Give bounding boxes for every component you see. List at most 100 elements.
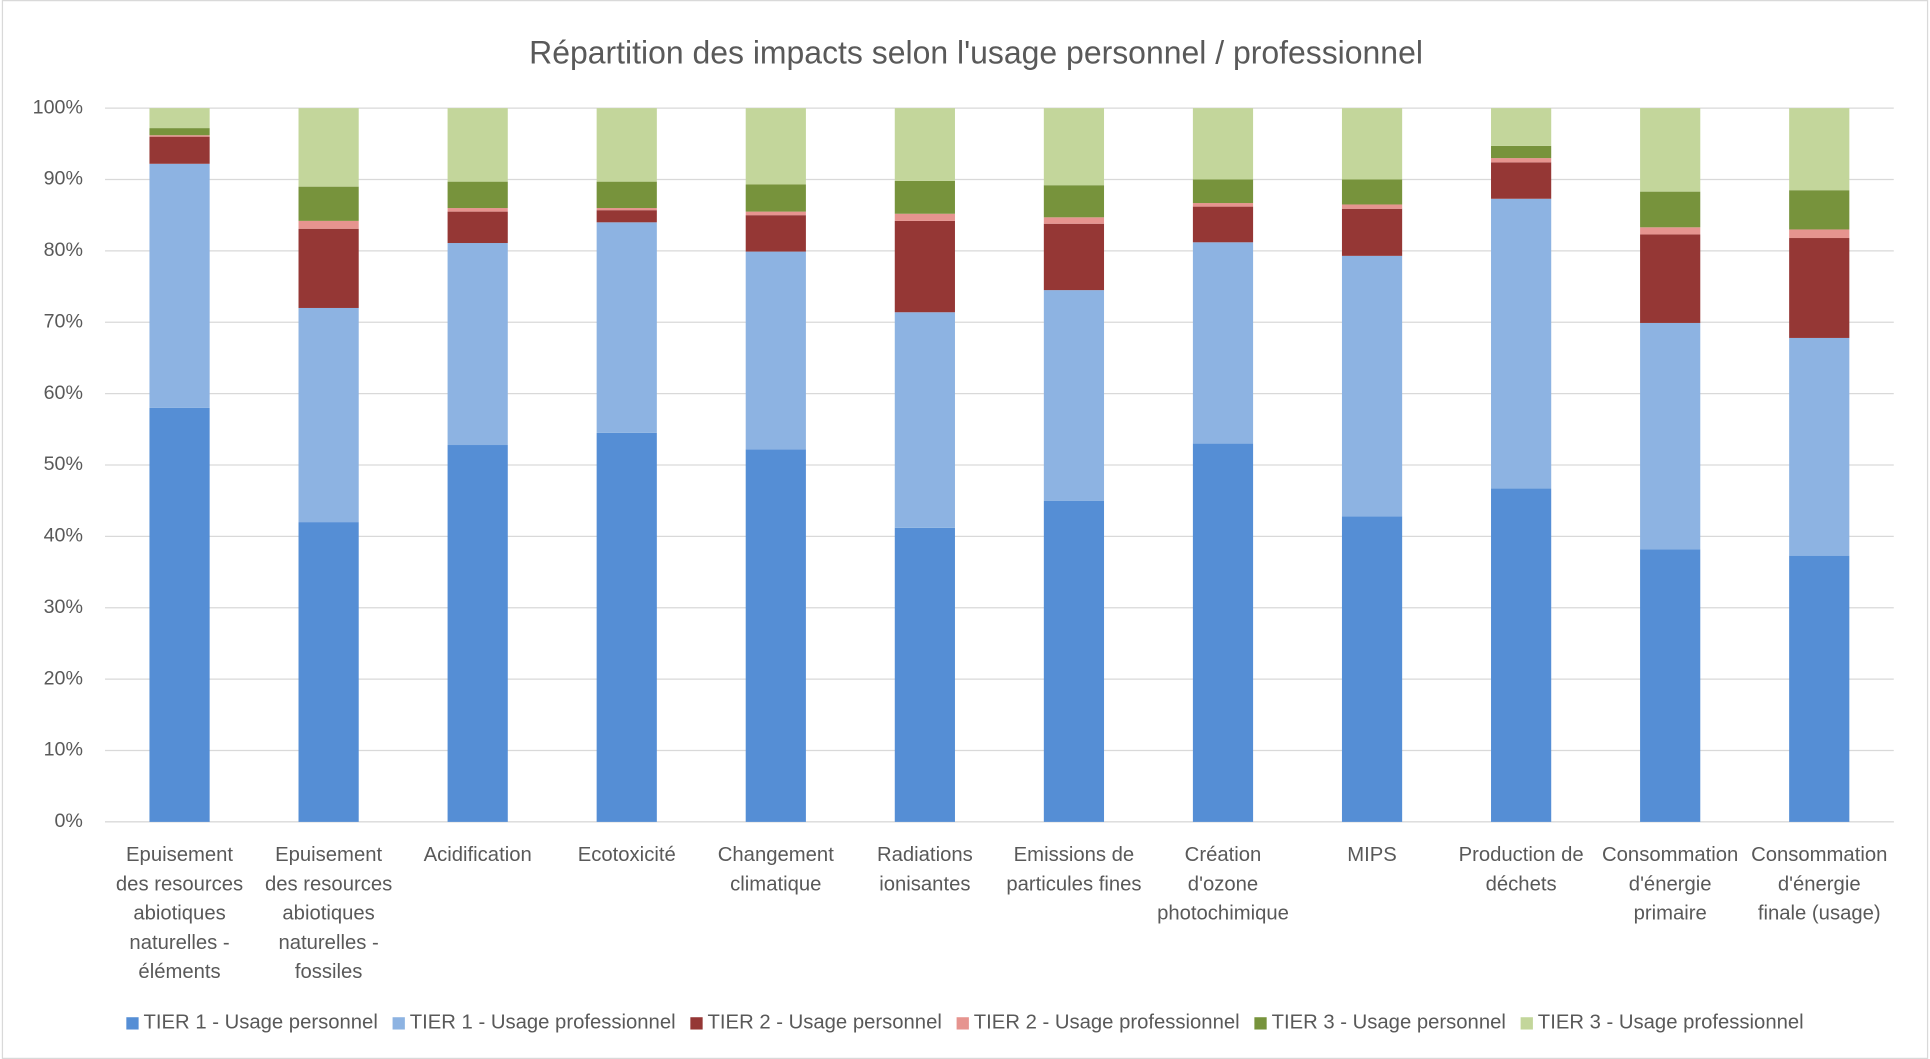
x-tick-label: Epuisement xyxy=(275,844,382,866)
x-tick-label: finale (usage) xyxy=(1758,903,1881,925)
bar-segment xyxy=(298,522,359,822)
bar-segment xyxy=(894,108,955,181)
legend-swatch xyxy=(392,1017,405,1030)
x-tick-label: Consommation xyxy=(1602,844,1738,866)
bar-segment xyxy=(894,180,955,214)
bar-segment xyxy=(298,220,359,229)
x-tick-label: d'énergie xyxy=(1629,873,1712,895)
y-tick-label: 20% xyxy=(44,667,83,689)
bar-segment xyxy=(894,213,955,221)
x-tick-label: Epuisement xyxy=(126,844,233,866)
bar-segment xyxy=(596,222,657,433)
bar-segment xyxy=(1341,179,1403,205)
bar-segment xyxy=(1341,208,1403,256)
bar-segment xyxy=(745,184,806,212)
bar-segment xyxy=(1491,108,1552,146)
bar-segment xyxy=(1192,179,1254,204)
bar-segment xyxy=(1789,190,1850,230)
bar-segment xyxy=(1043,185,1105,218)
legend-label: TIER 2 - Usage personnel xyxy=(708,1012,942,1034)
bar-segment xyxy=(149,163,210,408)
bar-segment xyxy=(1789,108,1850,191)
bar-segment xyxy=(1491,162,1552,199)
bar-segment xyxy=(298,108,359,187)
bar-segment xyxy=(1192,206,1254,243)
bar-segment xyxy=(1491,158,1552,163)
bar-segment xyxy=(1341,255,1403,517)
bar-segment xyxy=(1640,234,1701,323)
x-tick-label: primaire xyxy=(1634,903,1707,925)
bar-segment xyxy=(1640,108,1701,192)
x-tick-label: photochimique xyxy=(1157,903,1289,925)
x-tick-label: d'ozone xyxy=(1188,873,1258,895)
chart-title: Répartition des impacts selon l'usage pe… xyxy=(529,35,1423,71)
x-tick-label: ionisantes xyxy=(879,873,970,895)
bar-segment xyxy=(149,128,210,136)
bar-segment xyxy=(1192,108,1254,180)
bar-segment xyxy=(1192,203,1254,207)
bar-segment xyxy=(1341,108,1403,180)
x-tick-label: MIPS xyxy=(1347,844,1397,866)
x-tick-label: Acidification xyxy=(424,844,532,866)
y-tick-label: 30% xyxy=(44,596,83,618)
x-tick-label: Ecotoxicité xyxy=(578,844,676,866)
bar-segment xyxy=(894,527,955,822)
x-tick-label: Changement xyxy=(718,844,834,866)
bar-segment xyxy=(1789,337,1850,556)
bar-segment xyxy=(894,312,955,528)
bar-segment xyxy=(1043,217,1105,224)
bar-segment xyxy=(1043,500,1105,822)
bar-segment xyxy=(596,181,657,209)
bar-segment xyxy=(447,181,508,209)
x-tick-label: Radiations xyxy=(877,844,973,866)
y-tick-label: 80% xyxy=(44,239,83,261)
bar-segment xyxy=(447,108,508,182)
legend-label: TIER 3 - Usage professionnel xyxy=(1538,1012,1804,1034)
bar-segment xyxy=(1192,443,1254,822)
x-tick-label: fossiles xyxy=(295,961,363,983)
x-tick-label: d'énergie xyxy=(1778,873,1861,895)
bar-segment xyxy=(1640,322,1701,550)
bar-segment xyxy=(1043,290,1105,501)
legend-swatch xyxy=(1520,1017,1533,1030)
x-tick-label: des resources xyxy=(265,873,392,895)
bar-segment xyxy=(1491,488,1552,822)
x-tick-label: Emissions de xyxy=(1014,844,1135,866)
bar-segment xyxy=(596,208,657,211)
bar-segment xyxy=(894,220,955,313)
x-tick-label: particules fines xyxy=(1006,873,1141,895)
bar-segment xyxy=(745,211,806,216)
bar-segment xyxy=(1043,223,1105,291)
bar-segment xyxy=(745,251,806,450)
bar-segment xyxy=(596,210,657,223)
y-tick-label: 40% xyxy=(44,525,83,547)
y-tick-label: 10% xyxy=(44,739,83,761)
bar-segment xyxy=(1043,108,1105,186)
bar-segment xyxy=(1491,198,1552,489)
bar-segment xyxy=(1341,516,1403,822)
x-tick-label: Consommation xyxy=(1751,844,1887,866)
legend-swatch xyxy=(1254,1017,1267,1030)
legend-swatch xyxy=(690,1017,703,1030)
bar-segment xyxy=(298,186,359,221)
x-tick-label: abiotiques xyxy=(282,903,374,925)
bar-segment xyxy=(1789,555,1850,822)
bar-segment xyxy=(447,243,508,446)
x-tick-label: naturelles - xyxy=(278,932,378,954)
bar-segment xyxy=(1640,191,1701,228)
y-tick-label: 70% xyxy=(44,310,83,332)
bar-segment xyxy=(745,108,806,185)
bar-segment xyxy=(149,136,210,164)
bar-segment xyxy=(1341,204,1403,209)
legend-label: TIER 1 - Usage professionnel xyxy=(410,1012,676,1034)
bar-segment xyxy=(1640,227,1701,235)
x-tick-label: éléments xyxy=(138,961,220,983)
bar-segment xyxy=(745,215,806,252)
legend-swatch xyxy=(126,1017,139,1030)
legend-label: TIER 2 - Usage professionnel xyxy=(974,1012,1240,1034)
x-tick-label: Création xyxy=(1185,844,1262,866)
bar-segment xyxy=(596,108,657,182)
bar-segment xyxy=(149,135,210,137)
